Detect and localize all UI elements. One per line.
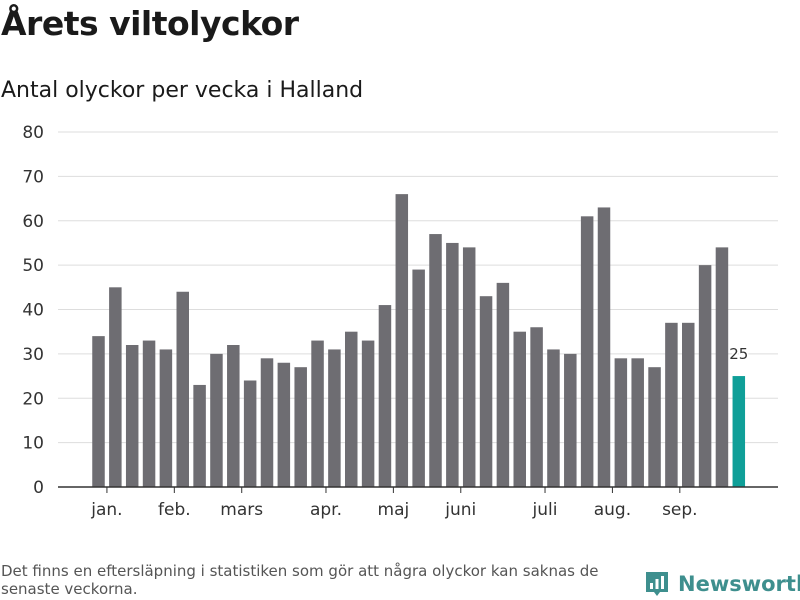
bar bbox=[462, 247, 476, 487]
bar bbox=[243, 380, 257, 487]
bar bbox=[159, 349, 173, 487]
bars bbox=[92, 194, 746, 487]
bar bbox=[496, 282, 510, 487]
highlight-data-label: 25 bbox=[729, 345, 748, 363]
y-tick-label: 10 bbox=[22, 434, 44, 454]
newsworthy-logo-icon bbox=[646, 572, 668, 596]
bar bbox=[564, 353, 577, 487]
bar bbox=[395, 194, 409, 487]
bar bbox=[631, 358, 644, 487]
bar bbox=[361, 340, 375, 487]
bar bbox=[648, 367, 661, 487]
bar bbox=[412, 269, 425, 487]
bar bbox=[260, 358, 274, 487]
bar bbox=[513, 331, 526, 487]
bar bbox=[446, 242, 459, 487]
chart-title: Årets viltolyckor bbox=[1, 4, 299, 43]
bar bbox=[345, 331, 358, 487]
bar bbox=[311, 340, 324, 487]
chart-subtitle: Antal olyckor per vecka i Halland bbox=[1, 78, 364, 103]
y-axis-ticks: 0 10 20 30 40 50 60 70 80 bbox=[22, 123, 44, 498]
footnote: Det finns en eftersläpning i statistiken… bbox=[1, 562, 599, 598]
bar bbox=[277, 362, 291, 487]
y-tick-label: 30 bbox=[22, 345, 44, 365]
x-tick-label: aug. bbox=[594, 500, 631, 520]
y-tick-label: 50 bbox=[22, 256, 44, 276]
bar bbox=[530, 327, 543, 487]
x-tick-label: juli bbox=[532, 500, 558, 520]
x-tick-label: feb. bbox=[158, 500, 191, 520]
bar bbox=[665, 322, 678, 487]
bar-chart: 0 10 20 30 40 50 60 70 80 jan. feb. mars apr. maj jun… bbox=[22, 123, 778, 520]
x-tick-label: sep. bbox=[662, 500, 698, 520]
x-tick-label: jan. bbox=[90, 500, 122, 520]
y-tick-label: 0 bbox=[33, 478, 44, 498]
y-tick-label: 60 bbox=[22, 212, 44, 232]
y-tick-label: 80 bbox=[22, 123, 44, 143]
bar-highlight bbox=[732, 376, 746, 487]
bar bbox=[479, 296, 493, 487]
x-tick-label: mars bbox=[220, 500, 263, 520]
bar bbox=[614, 358, 628, 487]
bar bbox=[193, 384, 206, 487]
bar bbox=[125, 345, 139, 487]
bar bbox=[176, 291, 189, 487]
brand-name: Newsworthy bbox=[678, 572, 800, 596]
bar bbox=[109, 287, 122, 487]
bar bbox=[142, 340, 156, 487]
data-labels: 25 bbox=[728, 344, 750, 365]
bar bbox=[92, 336, 105, 487]
bar bbox=[294, 367, 307, 487]
bar bbox=[429, 234, 442, 487]
bar bbox=[328, 349, 341, 487]
y-tick-label: 20 bbox=[22, 389, 44, 409]
x-tick-label: apr. bbox=[310, 500, 342, 520]
bar bbox=[547, 349, 560, 487]
bar bbox=[682, 322, 695, 487]
y-tick-label: 40 bbox=[22, 301, 44, 321]
bar bbox=[698, 265, 712, 487]
brand-logo[interactable]: Newsworthy bbox=[644, 570, 800, 598]
bar bbox=[580, 216, 594, 487]
y-tick-label: 70 bbox=[22, 167, 44, 187]
bar bbox=[715, 247, 729, 487]
x-tick-label: maj bbox=[378, 500, 410, 520]
bar bbox=[210, 353, 223, 487]
bar bbox=[378, 305, 392, 487]
bar bbox=[597, 207, 611, 487]
x-tick-label: juni bbox=[444, 500, 476, 520]
x-axis-ticks: jan. feb. mars apr. maj juni juli aug. sep. bbox=[90, 487, 698, 520]
bar bbox=[227, 345, 240, 487]
